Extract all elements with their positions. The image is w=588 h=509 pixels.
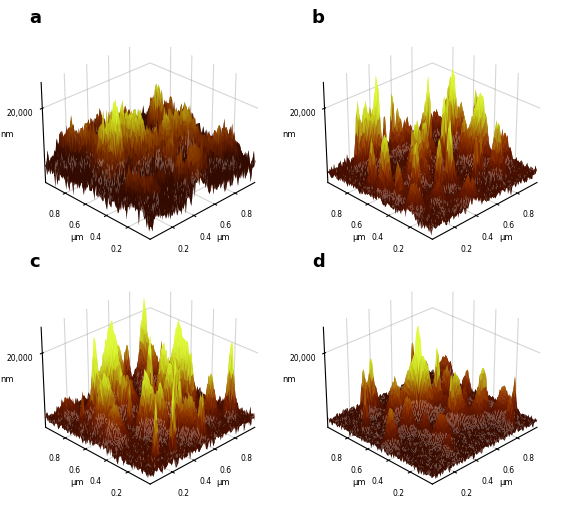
Y-axis label: μm: μm: [352, 477, 366, 486]
Text: c: c: [30, 253, 41, 271]
X-axis label: μm: μm: [216, 477, 230, 486]
Y-axis label: μm: μm: [70, 233, 83, 241]
X-axis label: μm: μm: [499, 233, 512, 241]
Text: d: d: [312, 253, 325, 271]
Text: a: a: [30, 9, 42, 26]
Text: b: b: [312, 9, 325, 26]
Y-axis label: μm: μm: [70, 477, 83, 486]
X-axis label: μm: μm: [216, 233, 230, 241]
X-axis label: μm: μm: [499, 477, 512, 486]
Y-axis label: μm: μm: [352, 233, 366, 241]
